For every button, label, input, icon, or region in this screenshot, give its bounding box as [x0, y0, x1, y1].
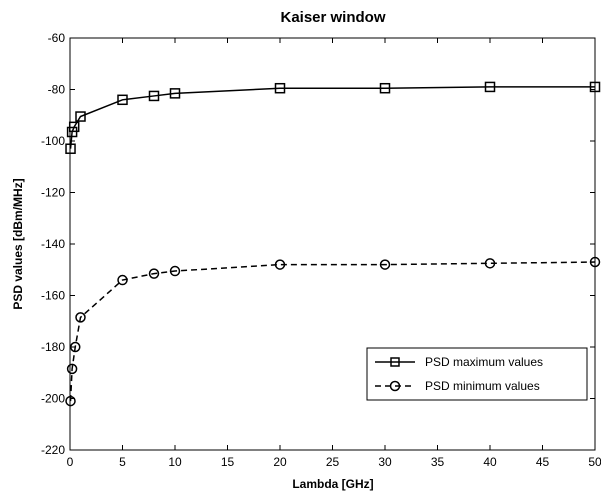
y-tick-label: -120 — [41, 186, 65, 200]
y-tick-label: -180 — [41, 340, 65, 354]
legend-marker-square — [390, 357, 400, 367]
data-point-circle — [274, 259, 286, 270]
data-point-square — [117, 94, 128, 106]
legend-label-max: PSD maximum values — [425, 355, 543, 369]
data-point-circle — [117, 274, 128, 286]
y-tick-label: -60 — [48, 31, 66, 45]
data-point-square — [68, 121, 80, 133]
x-tick-label: 40 — [483, 455, 497, 469]
x-tick-label: 10 — [168, 455, 182, 469]
data-point-square — [589, 81, 601, 93]
x-axis-label: Lambda [GHz] — [292, 477, 373, 491]
legend-marker-circle — [389, 380, 401, 392]
series-line-1 — [69, 261, 596, 402]
y-axis-label: PSD values [dBm/MHz] — [11, 178, 25, 309]
y-tick-label: -140 — [41, 237, 65, 251]
data-point-circle — [66, 363, 78, 375]
data-point-circle — [70, 341, 81, 353]
x-axis-ticks: 0 5 10 15 20 25 30 35 40 45 50 — [67, 38, 601, 469]
x-tick-label: 25 — [326, 455, 340, 469]
data-point-square — [274, 82, 286, 94]
x-tick-label: 45 — [536, 455, 550, 469]
data-point-square — [169, 88, 181, 99]
x-tick-label: 30 — [378, 455, 392, 469]
legend: PSD maximum values PSD minimum values — [366, 347, 588, 401]
y-tick-label: -160 — [41, 289, 65, 303]
x-tick-label: 15 — [221, 455, 235, 469]
y-tick-label: -100 — [41, 134, 65, 148]
x-tick-label: 50 — [588, 455, 601, 469]
x-tick-label: 5 — [119, 455, 126, 469]
data-point-circle — [148, 268, 160, 279]
y-tick-label: -220 — [41, 443, 65, 457]
data-point-circle — [169, 265, 181, 277]
data-point-circle — [589, 256, 601, 268]
data-point-circle — [379, 259, 391, 270]
y-tick-label: -200 — [41, 392, 65, 406]
legend-label-min: PSD minimum values — [425, 379, 540, 393]
y-axis-ticks: -60 -80 -100 -120 -140 -160 -180 -200 -220 — [41, 31, 595, 457]
data-point-circle — [75, 312, 86, 323]
data-point-square — [75, 111, 86, 122]
chart-title: Kaiser window — [280, 9, 385, 26]
legend-box — [366, 347, 588, 401]
y-tick-label: -80 — [48, 83, 66, 97]
data-point-square — [148, 90, 160, 102]
series-line-0 — [69, 86, 595, 149]
data-point-square — [379, 82, 391, 94]
data-point-square — [65, 143, 76, 154]
data-point-square — [484, 81, 496, 93]
x-tick-label: 35 — [431, 455, 445, 469]
data-point-circle — [484, 258, 496, 269]
data-point-circle — [65, 395, 76, 407]
x-tick-label: 0 — [67, 455, 74, 469]
series-layer — [65, 81, 601, 407]
x-tick-label: 20 — [273, 455, 287, 469]
